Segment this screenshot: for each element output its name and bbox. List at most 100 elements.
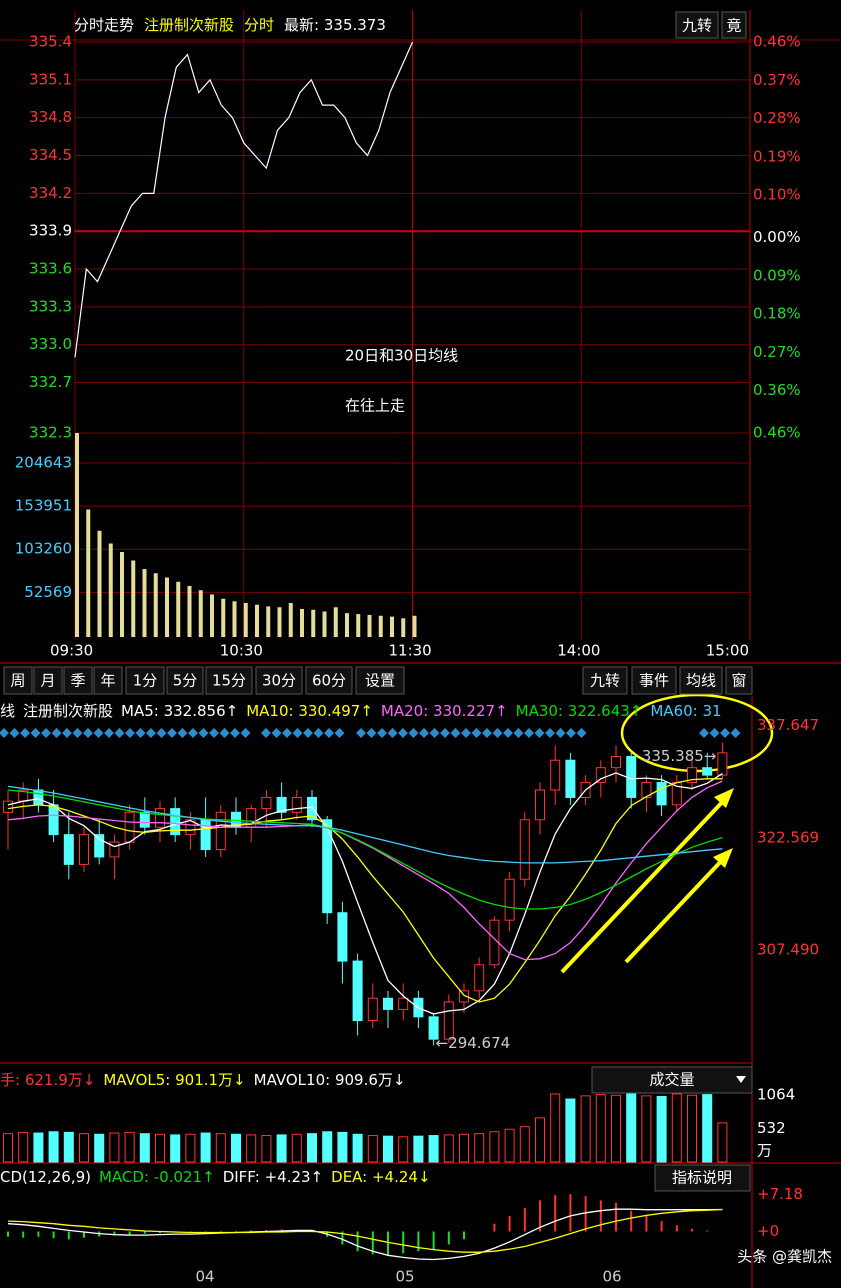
header-mode: 分时 xyxy=(244,16,274,34)
y-tick-label: 335.1 xyxy=(29,70,72,88)
candle-body xyxy=(550,759,561,791)
toolbar-tab-label[interactable]: 事件 xyxy=(639,672,669,690)
candle-body xyxy=(307,796,317,821)
signal-diamond xyxy=(324,728,334,738)
y-tick-label: 334.5 xyxy=(29,146,72,164)
toolbar-tab[interactable] xyxy=(166,666,204,695)
toolbar-tab-label[interactable]: 均线 xyxy=(686,672,716,690)
signal-diamond xyxy=(261,728,271,738)
volume-bar xyxy=(322,611,327,637)
legend-entry: 线 xyxy=(0,702,15,720)
signal-diamond xyxy=(566,728,576,738)
y2-tick-label: 0.09% xyxy=(753,266,801,284)
legend-entry: MA60: 31 xyxy=(650,702,721,720)
y2-tick-label: 0.28% xyxy=(753,109,801,127)
toolbar-tab[interactable] xyxy=(3,666,33,695)
volume-bar xyxy=(232,601,237,637)
signal-diamond xyxy=(699,728,709,738)
volume-bar xyxy=(63,1131,74,1163)
toolbar-tab-label[interactable]: 月 xyxy=(40,672,55,690)
candle-body xyxy=(94,834,105,858)
legend-entry: MACD: -0.021↑ xyxy=(99,1168,215,1186)
toolbar-tab[interactable] xyxy=(125,666,165,695)
volume-bar xyxy=(535,1117,545,1163)
x-tick-label: 15:00 xyxy=(706,642,749,660)
candle-body xyxy=(687,767,697,784)
y-tick-label: 307.490 xyxy=(757,940,819,958)
signal-diamond xyxy=(51,728,62,738)
arrow-head xyxy=(714,788,734,808)
dropdown-label[interactable]: 成交量 xyxy=(649,1071,694,1089)
toolbar-tab-label[interactable]: 1分 xyxy=(133,672,158,690)
volume-bar xyxy=(221,598,226,637)
toolbar-tab-label[interactable]: 九转 xyxy=(590,672,620,690)
toolbar-tab[interactable] xyxy=(93,666,123,695)
toolbar-tab-label[interactable]: 周 xyxy=(10,672,25,690)
y-tick-label: +7.18 xyxy=(757,1185,803,1203)
volume-bar xyxy=(277,607,282,637)
toolbar-tab[interactable] xyxy=(582,666,628,695)
y2-tick-label: 0.18% xyxy=(753,305,801,323)
volume-bar xyxy=(165,577,169,637)
toolbar-tab[interactable] xyxy=(305,666,353,695)
toolbar-tab[interactable] xyxy=(679,666,723,695)
indicator-button[interactable] xyxy=(654,1164,751,1192)
toolbar-tab[interactable] xyxy=(205,666,253,695)
toolbar-tab-label[interactable]: 窗 xyxy=(731,672,746,690)
annotation: 在往上走 xyxy=(345,397,405,415)
legend-entry: MAVOL10: 909.6万↓ xyxy=(254,1071,406,1089)
candle-body xyxy=(717,752,728,776)
y2-tick-label: 0.46% xyxy=(753,424,801,442)
volume-bar xyxy=(474,1133,485,1163)
volume-bar xyxy=(243,603,248,637)
toolbar-button-label[interactable]: 九转 xyxy=(682,17,712,35)
toolbar-button-label[interactable]: 竟 xyxy=(726,17,741,35)
toolbar-tab-label[interactable]: 15分 xyxy=(212,672,246,690)
dropdown[interactable] xyxy=(591,1066,753,1094)
volume-bar xyxy=(580,1095,591,1163)
volume-bar xyxy=(131,560,136,637)
volume-bar xyxy=(565,1098,576,1163)
volume-bar xyxy=(139,1133,150,1163)
volume-bar xyxy=(170,1134,181,1163)
toolbar-button[interactable] xyxy=(675,11,719,39)
signal-diamond xyxy=(93,728,104,738)
candle-body xyxy=(322,819,333,914)
signal-diamond xyxy=(135,728,146,738)
toolbar-tab[interactable] xyxy=(631,666,677,695)
toolbar-tab-label[interactable]: 5分 xyxy=(173,672,198,690)
toolbar-tab[interactable] xyxy=(725,666,753,695)
volume-bar xyxy=(401,618,406,637)
volume-bar xyxy=(291,1133,302,1163)
toolbar-tab[interactable] xyxy=(63,666,93,695)
toolbar-tab[interactable] xyxy=(255,666,303,695)
signal-diamond xyxy=(513,728,524,738)
header-latest: 最新: 335.373 xyxy=(284,16,386,34)
toolbar-tab-label[interactable]: 设置 xyxy=(365,672,395,690)
toolbar-tab-label[interactable]: 30分 xyxy=(262,672,296,690)
toolbar-tab-label[interactable]: 季 xyxy=(70,672,85,690)
legend-entry: MAVOL5: 901.1万↓ xyxy=(103,1071,245,1089)
signal-diamond xyxy=(240,728,251,738)
toolbar-tab[interactable] xyxy=(33,666,63,695)
toolbar-tab-label[interactable]: 年 xyxy=(100,672,115,690)
volume-bar xyxy=(3,1133,13,1163)
candle-body xyxy=(124,811,135,843)
x-tick-label: 10:30 xyxy=(220,642,263,660)
legend-entry: MA20: 330.227↑ xyxy=(381,702,508,720)
signal-diamond xyxy=(188,728,198,738)
volume-bar xyxy=(367,1135,378,1163)
y-tick-label: 332.3 xyxy=(29,424,72,442)
toolbar-tab-label[interactable]: 60分 xyxy=(312,672,346,690)
candle-body xyxy=(656,782,667,806)
signal-diamond xyxy=(303,728,313,738)
signal-diamond xyxy=(730,728,741,738)
y-tick-label: 333.9 xyxy=(29,222,72,240)
dropdown-caret[interactable] xyxy=(736,1076,746,1083)
indicator-button-label[interactable]: 指标说明 xyxy=(672,1169,732,1187)
candle-body xyxy=(3,800,13,813)
arrow-head xyxy=(713,848,733,868)
toolbar-tab[interactable] xyxy=(355,666,405,695)
toolbar-button[interactable] xyxy=(721,11,747,39)
